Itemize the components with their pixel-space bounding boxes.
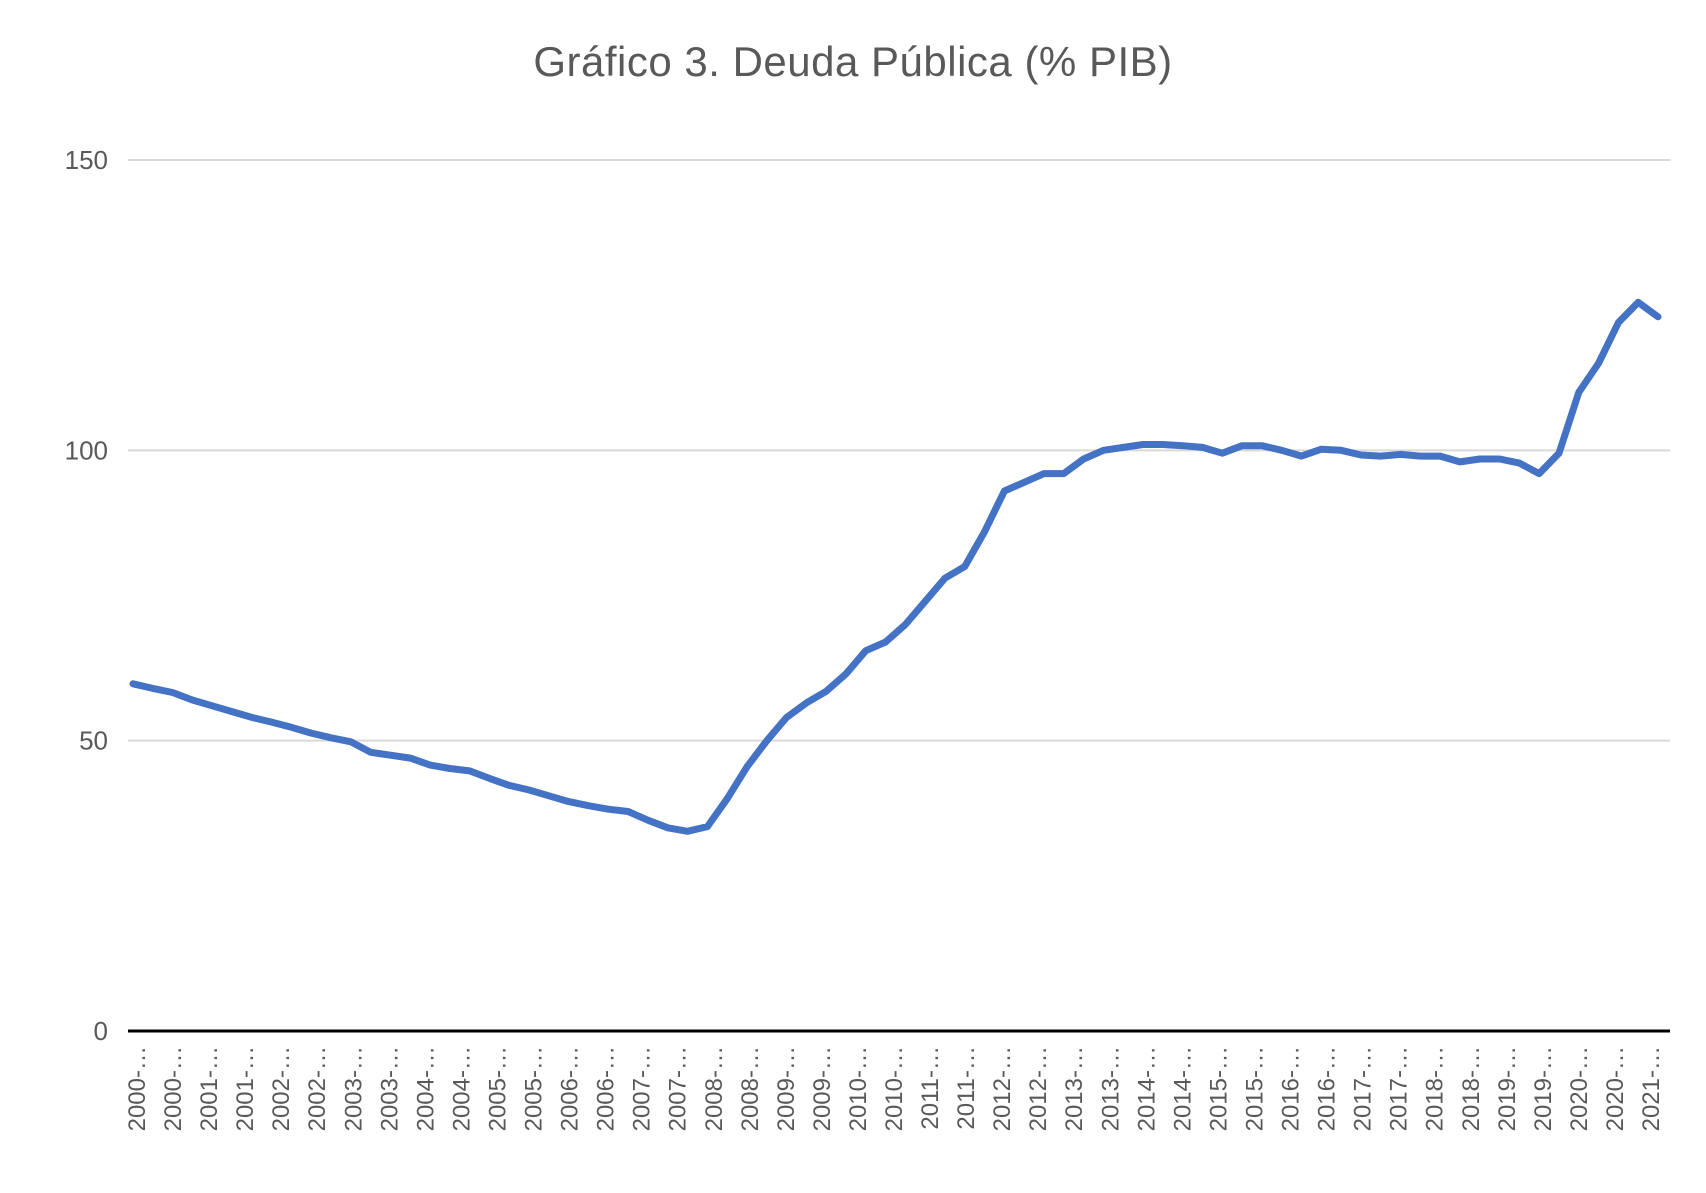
- x-tick-label: 2012-…: [989, 1046, 1016, 1131]
- x-tick-label: 2014-…: [1133, 1046, 1160, 1131]
- y-tick-label: 150: [65, 145, 108, 175]
- x-tick-label: 2006-…: [557, 1046, 584, 1131]
- series-line: [129, 298, 1662, 835]
- x-tick-label: 2004-…: [448, 1046, 475, 1131]
- y-tick-label: 50: [79, 726, 108, 756]
- x-tick-label: 2007-…: [665, 1046, 692, 1131]
- x-tick-label: 2010-…: [881, 1046, 908, 1131]
- x-tick-label: 2017-…: [1350, 1046, 1377, 1131]
- x-tick-label: 2011-…: [953, 1046, 980, 1130]
- x-axis-ticks: 2000-… 2000-… 2001-… 2001-… 2002-… 2002-… 2003…: [124, 1046, 1665, 1131]
- x-tick-label: 2006-…: [593, 1046, 620, 1131]
- x-tick-label: 2014-…: [1169, 1046, 1196, 1131]
- x-tick-label: 2000-…: [124, 1046, 151, 1131]
- x-tick-label: 2012-…: [1025, 1046, 1052, 1131]
- x-tick-label: 2015-…: [1205, 1046, 1232, 1131]
- y-axis-ticks: 0 50 100 150: [65, 145, 108, 1046]
- x-tick-label: 2018-…: [1422, 1046, 1449, 1131]
- x-tick-label: 2008-…: [737, 1046, 764, 1131]
- x-tick-label: 2020-…: [1602, 1046, 1629, 1131]
- x-tick-label: 2003-…: [376, 1046, 403, 1131]
- x-tick-label: 2009-…: [773, 1046, 800, 1131]
- x-tick-label: 2018-…: [1458, 1046, 1485, 1131]
- x-tick-label: 2003-…: [340, 1046, 367, 1131]
- x-tick-label: 2002-…: [268, 1046, 295, 1131]
- x-tick-label: 2011-…: [917, 1046, 944, 1130]
- x-tick-label: 2016-…: [1314, 1046, 1341, 1131]
- x-tick-label: 2020-…: [1566, 1046, 1593, 1131]
- x-tick-label: 2001-…: [196, 1046, 223, 1131]
- x-tick-label: 2015-…: [1241, 1046, 1268, 1131]
- x-tick-label: 2016-…: [1278, 1046, 1305, 1131]
- x-tick-label: 2019-…: [1530, 1046, 1557, 1131]
- x-tick-label: 2004-…: [412, 1046, 439, 1131]
- x-tick-label: 2017-…: [1386, 1046, 1413, 1131]
- x-tick-label: 2021-…: [1638, 1046, 1665, 1131]
- x-tick-label: 2013-…: [1097, 1046, 1124, 1131]
- x-tick-label: 2000-…: [160, 1046, 187, 1131]
- x-tick-label: 2009-…: [809, 1046, 836, 1131]
- x-tick-label: 2013-…: [1061, 1046, 1088, 1131]
- chart-title: Gráfico 3. Deuda Pública (% PIB): [533, 38, 1173, 85]
- y-tick-label: 0: [94, 1016, 108, 1046]
- x-tick-label: 2007-…: [629, 1046, 656, 1131]
- x-tick-label: 2001-…: [232, 1046, 259, 1131]
- x-tick-label: 2008-…: [701, 1046, 728, 1131]
- series-layer: [129, 298, 1662, 835]
- x-tick-label: 2019-…: [1494, 1046, 1521, 1131]
- gridlines: [128, 159, 1670, 1033]
- x-tick-label: 2010-…: [845, 1046, 872, 1131]
- y-tick-label: 100: [65, 435, 108, 465]
- x-tick-label: 2005-…: [521, 1046, 548, 1131]
- x-tick-label: 2002-…: [304, 1046, 331, 1131]
- x-tick-label: 2005-…: [484, 1046, 511, 1131]
